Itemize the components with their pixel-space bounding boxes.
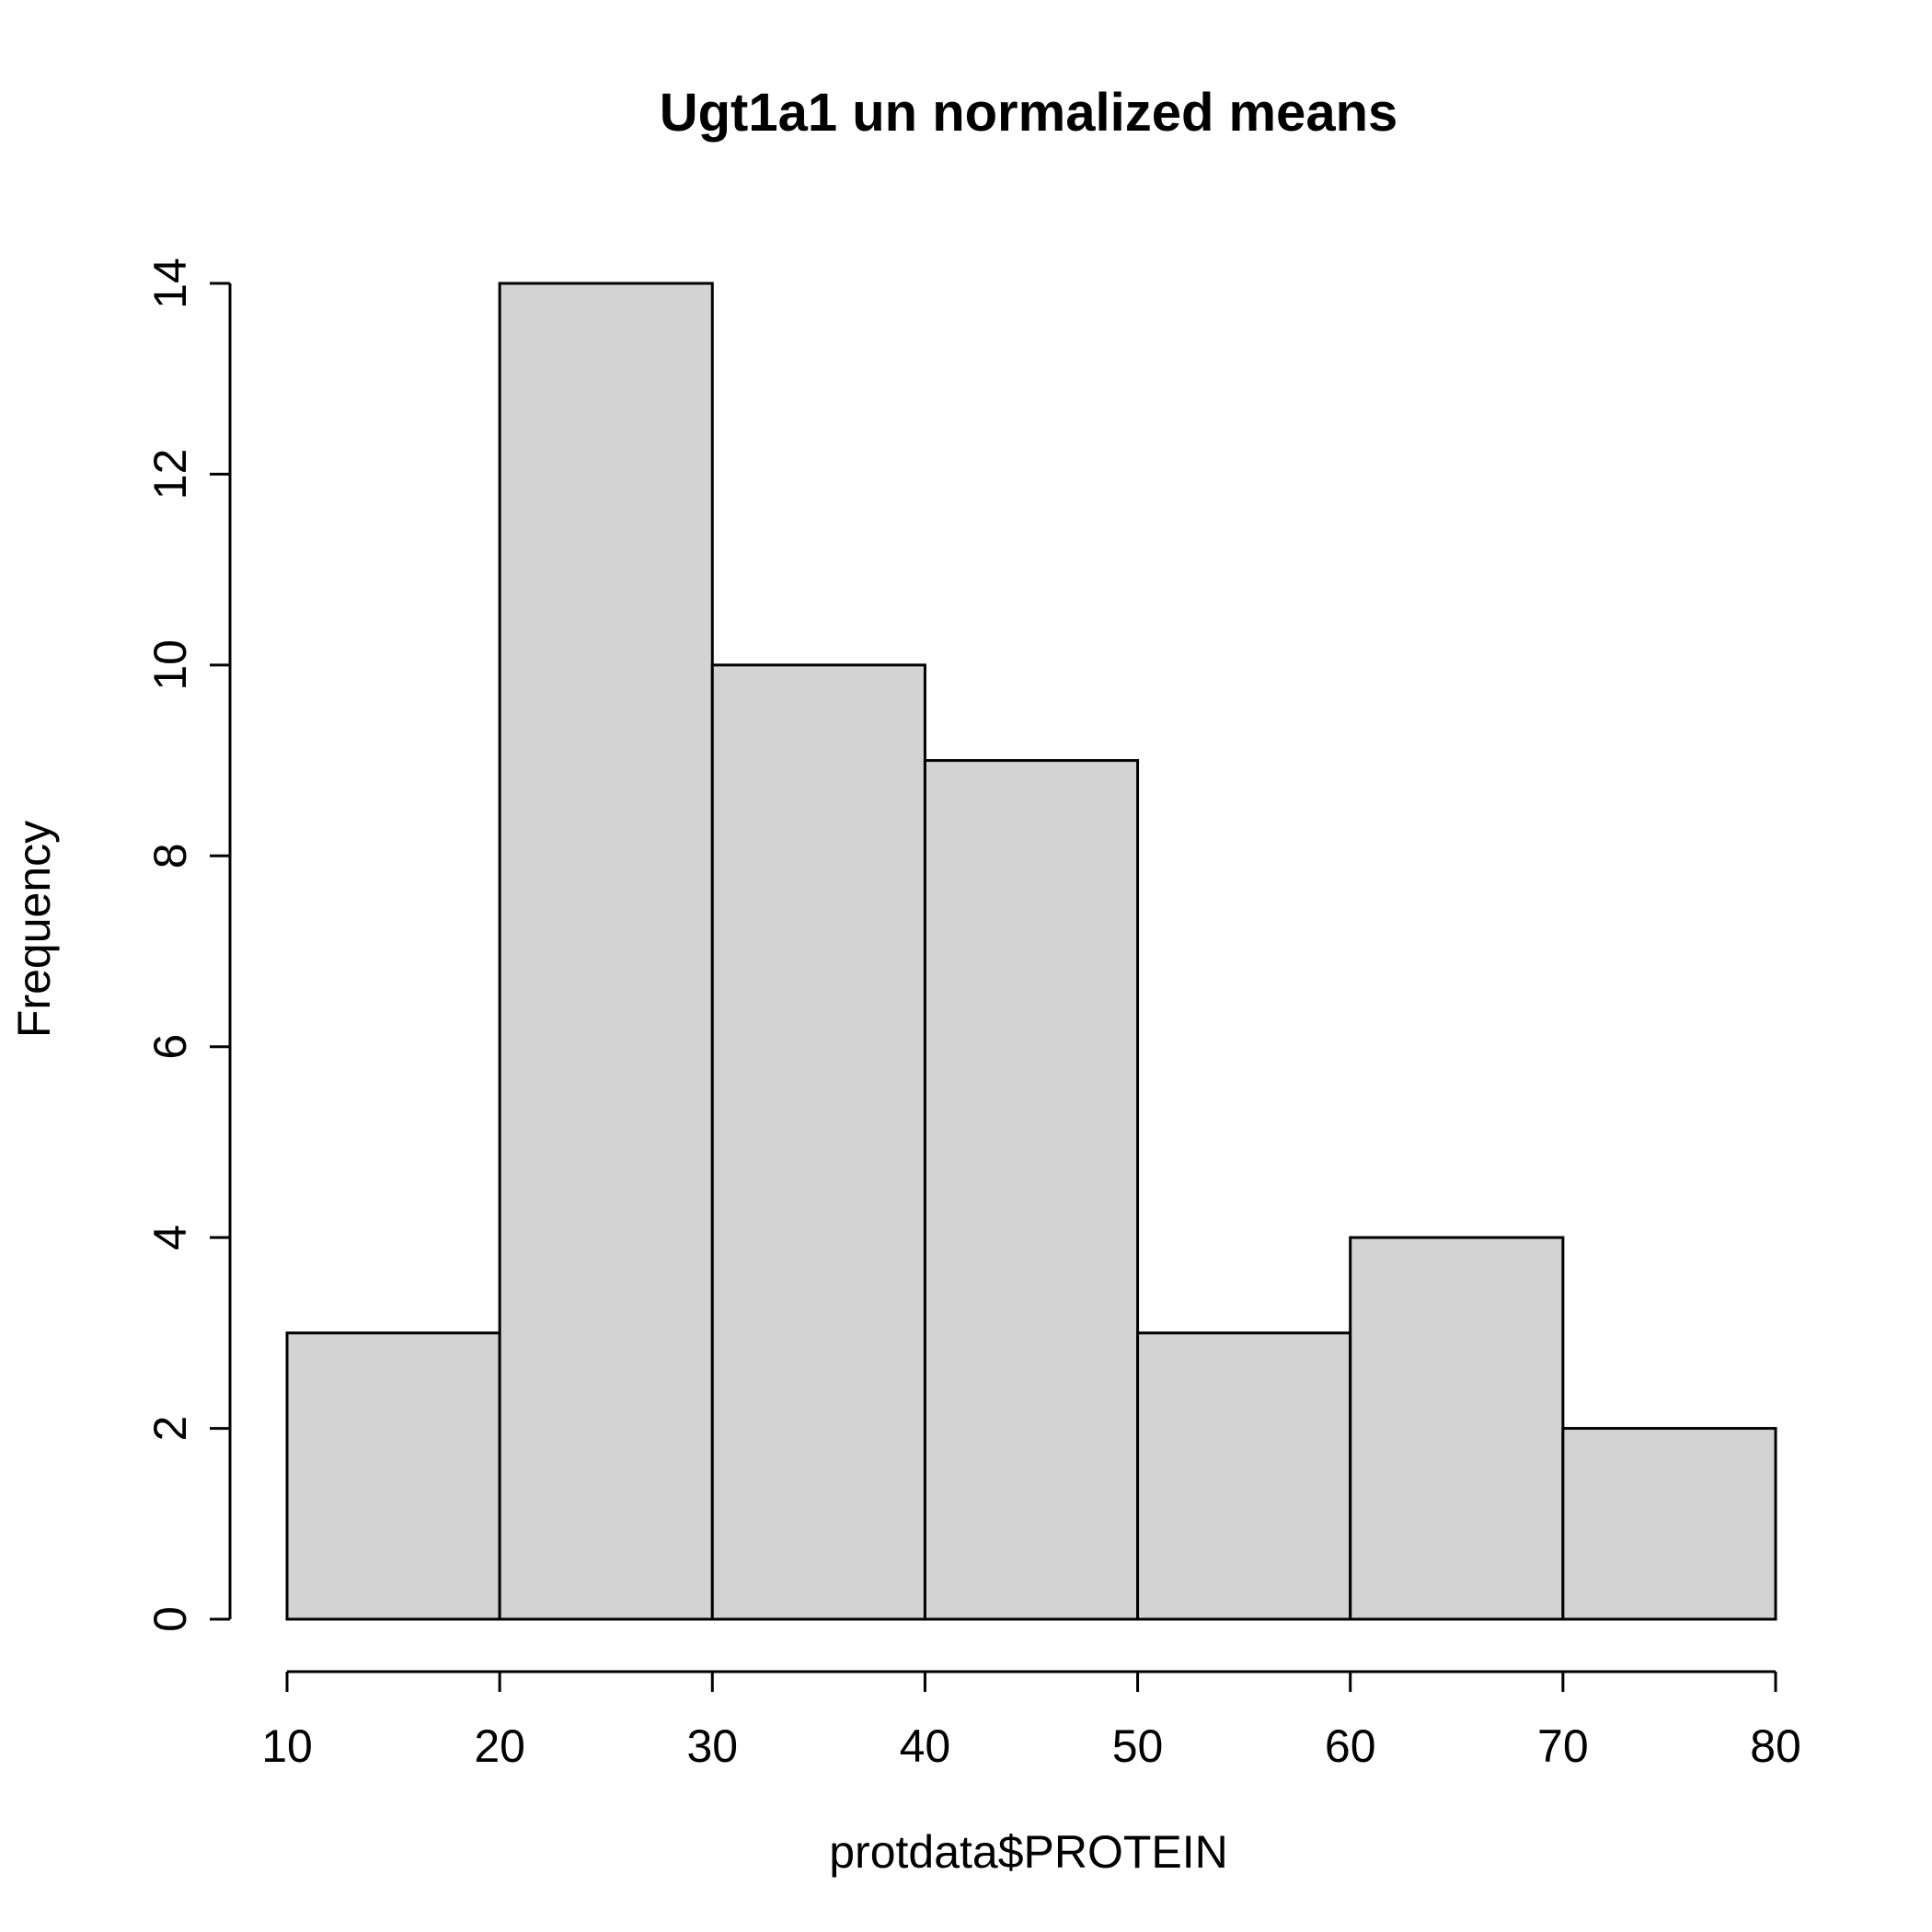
x-tick-label: 60	[1325, 1720, 1376, 1772]
histogram-bar-7	[1561, 1427, 1777, 1621]
y-tick-label: 4	[144, 1225, 196, 1250]
histogram-bar-6	[1349, 1236, 1565, 1621]
x-tick-label: 50	[1112, 1720, 1164, 1772]
chart-title: Ugt1a1 un normalized means	[660, 83, 1398, 143]
bars-group	[285, 282, 1777, 1621]
y-axis-label: Frequency	[8, 821, 60, 1038]
histogram-bar-5	[1136, 1331, 1352, 1621]
x-tick-label: 10	[261, 1720, 313, 1772]
histogram-bar-4	[923, 759, 1140, 1621]
x-tick-label: 80	[1750, 1720, 1801, 1772]
y-tick-label: 10	[144, 639, 196, 691]
x-tick-label: 30	[686, 1720, 738, 1772]
x-tick-label: 40	[900, 1720, 951, 1772]
x-tick-label: 70	[1537, 1720, 1589, 1772]
x-axis: 10 20 30 40 50 60 70 80	[261, 1670, 1801, 1772]
histogram-bar-3	[710, 663, 926, 1621]
histogram-bar-2	[498, 282, 714, 1621]
y-axis: 0 2 4 6 8 10 12 14	[144, 258, 232, 1632]
y-tick-label: 0	[144, 1606, 196, 1632]
histogram-bar-1	[285, 1331, 501, 1621]
y-tick-label: 6	[144, 1034, 196, 1060]
x-tick-label: 20	[474, 1720, 525, 1772]
y-tick-label: 14	[144, 258, 196, 309]
y-tick-label: 12	[144, 449, 196, 500]
x-axis-label: protdata$PROTEIN	[829, 1826, 1228, 1878]
y-tick-label: 8	[144, 843, 196, 868]
y-tick-label: 2	[144, 1416, 196, 1442]
